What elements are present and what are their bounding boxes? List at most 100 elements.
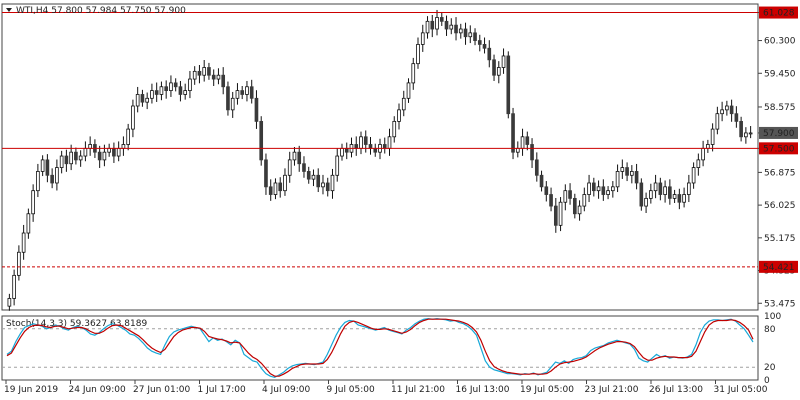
candle-body (340, 147, 344, 157)
candle-body (520, 136, 525, 149)
stoch-tick-label: 0 (764, 376, 770, 386)
candle-body (235, 90, 240, 99)
candle-body (292, 151, 297, 161)
candle-body (278, 182, 283, 192)
candle-body (553, 205, 558, 226)
candle-body (458, 28, 463, 34)
x-tick-label: 27 Jun 01:00 (133, 385, 190, 395)
candle-body (501, 55, 506, 68)
candle-body (154, 90, 159, 95)
candle-body (611, 186, 615, 192)
candle-body (668, 186, 672, 199)
candle-body (197, 70, 202, 76)
candle-body (268, 186, 273, 195)
candle-body (221, 74, 226, 88)
level-price-label: 61.028 (763, 9, 795, 19)
candle-body (454, 24, 458, 34)
candle-body (145, 97, 149, 103)
candle-body (444, 20, 449, 30)
current-price-label: 57.900 (763, 129, 795, 139)
level-price-tag (759, 6, 798, 19)
candle-body (691, 167, 696, 184)
candle-body (55, 167, 59, 184)
candle-body (511, 113, 515, 153)
candle-body (88, 144, 92, 149)
stoch-pane-frame (1, 315, 759, 381)
candle-body (97, 151, 102, 161)
candle-body (173, 82, 178, 88)
candle-body (344, 147, 349, 153)
candle-body (368, 144, 373, 149)
candle-body (249, 86, 254, 99)
candle-body (135, 94, 140, 107)
candle-body (45, 159, 50, 176)
candle-body (506, 55, 511, 115)
y-tick-label: 60.300 (764, 37, 796, 47)
candle-body (121, 144, 126, 149)
candle-body (211, 74, 216, 80)
candle-body (534, 159, 539, 176)
candle-body (150, 90, 154, 99)
candle-body (245, 86, 249, 95)
candle-body (359, 136, 363, 149)
candle-body (283, 174, 287, 192)
candle-body (473, 32, 477, 41)
candle-body (126, 128, 130, 145)
stoch-tick-label: 100 (764, 312, 781, 322)
candle-body (373, 147, 378, 153)
candle-body (74, 151, 78, 161)
candle-body (202, 67, 207, 76)
candle-body (254, 97, 259, 122)
candle-body (40, 159, 45, 172)
candle-body (725, 105, 729, 111)
candle-body (477, 40, 482, 45)
candle-body (83, 147, 88, 157)
candle-body (112, 147, 116, 157)
candle-body (416, 44, 420, 65)
candle-body (696, 159, 701, 168)
stoch-signal-line (6, 318, 754, 377)
x-tick-label: 16 Jul 13:00 (456, 385, 510, 395)
candle-body (36, 171, 40, 192)
candle-body (330, 174, 335, 192)
x-tick-label: 4 Jul 09:00 (262, 385, 311, 395)
candle-body (131, 105, 135, 130)
y-tick-label: 59.450 (764, 69, 796, 79)
candle-body (425, 20, 430, 34)
candle-body (530, 144, 534, 161)
candle-body (188, 78, 192, 92)
candle-body (140, 94, 145, 103)
candle-body (192, 70, 197, 80)
candle-body (525, 136, 530, 145)
candle-body (549, 194, 553, 207)
x-tick-label: 19 Jul 05:00 (520, 385, 574, 395)
candle-body (178, 86, 183, 95)
x-tick-label: 26 Jul 13:00 (649, 385, 703, 395)
candle-body (748, 132, 753, 135)
candle-body (59, 155, 64, 168)
candle-body (64, 155, 69, 165)
candle-body (558, 201, 563, 226)
candle-body (729, 105, 734, 115)
candle-body (677, 194, 682, 203)
candle-body (287, 159, 292, 176)
candle-body (17, 251, 21, 276)
candle-body (658, 182, 663, 195)
stoch-tick-label: 20 (764, 363, 776, 373)
x-tick-label: 9 Jul 05:00 (327, 385, 376, 395)
candle-body (463, 28, 468, 38)
candle-body (744, 132, 748, 138)
candle-body (439, 17, 444, 22)
main-pane-frame (1, 3, 759, 311)
candle-body (492, 59, 496, 76)
y-tick-label: 56.025 (764, 201, 796, 211)
candle-body (21, 232, 26, 253)
candle-body (159, 86, 164, 95)
candle-body (31, 190, 35, 215)
candle-body (102, 151, 107, 161)
y-tick-label: 56.875 (764, 168, 796, 178)
level-price-tag (759, 260, 798, 273)
candle-body (311, 174, 316, 180)
y-tick-label: 55.175 (764, 234, 796, 244)
